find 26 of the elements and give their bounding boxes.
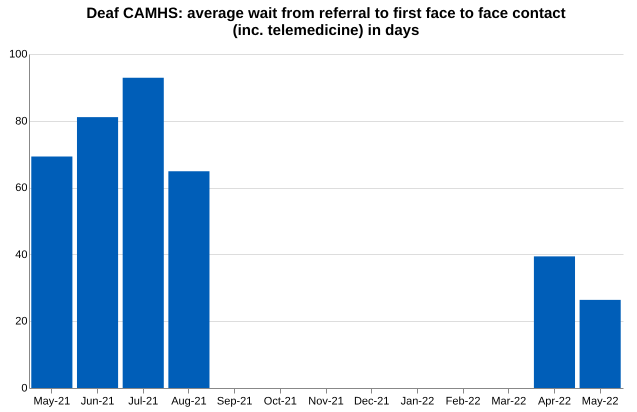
bar	[580, 300, 621, 388]
x-tick-label: Aug-21	[171, 396, 207, 408]
bar	[534, 256, 576, 388]
x-tick-label: Feb-22	[446, 396, 481, 408]
x-tick-label: Jan-22	[400, 396, 434, 408]
y-tick-label: 20	[15, 316, 28, 328]
x-tick-label: Dec-21	[354, 396, 390, 408]
bar	[31, 156, 72, 388]
x-tick-label: Jun-21	[80, 396, 114, 408]
bar	[168, 171, 210, 388]
x-tick-label: Nov-21	[308, 396, 344, 408]
y-tick-label: 40	[15, 248, 28, 261]
x-tick-label: Mar-22	[491, 396, 526, 408]
x-tick-label: Sep-21	[216, 396, 252, 408]
y-tick-label: 60	[15, 182, 28, 194]
bar	[76, 117, 118, 388]
bar	[122, 78, 164, 388]
y-tick-label: 100	[9, 48, 28, 60]
x-tick-label: May-21	[34, 396, 70, 408]
chart-title: Deaf CAMHS: average wait from referral to first face to face contact (inc. telemedicine) in days	[86, 5, 566, 39]
x-tick-label: Oct-21	[264, 396, 297, 408]
y-tick-label: 80	[15, 115, 28, 128]
x-tick-label: Jul-21	[128, 396, 158, 408]
x-tick-label: May-22	[582, 396, 618, 408]
y-tick-label: 0	[21, 382, 28, 394]
x-tick-label: Apr-22	[538, 396, 571, 408]
